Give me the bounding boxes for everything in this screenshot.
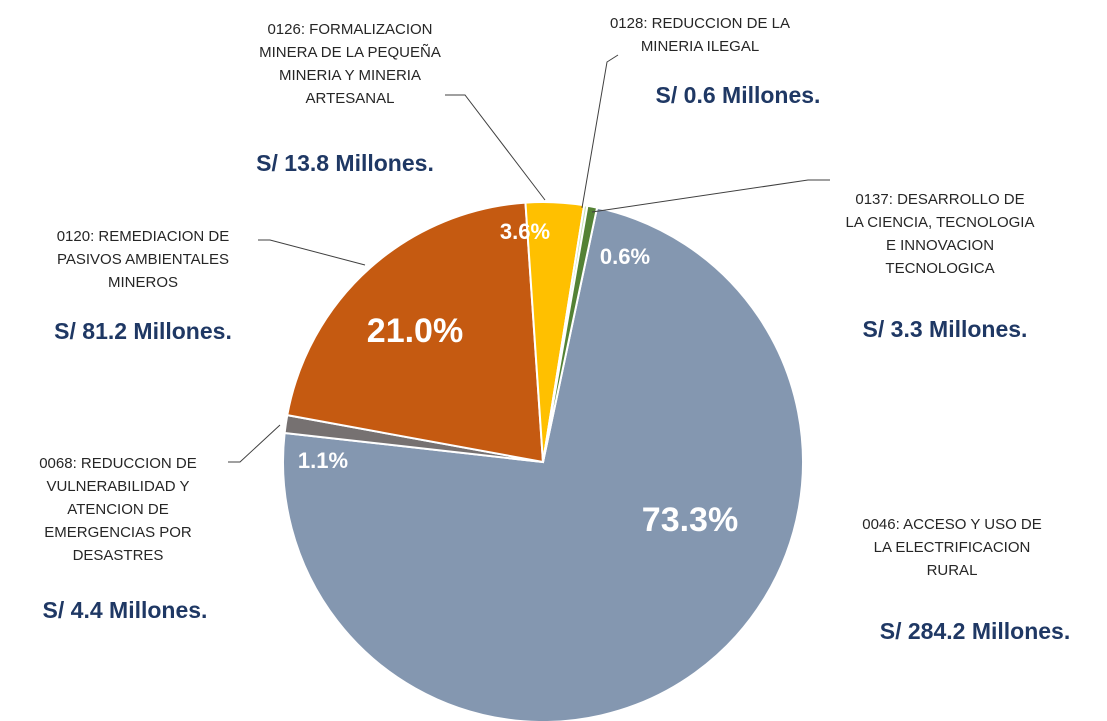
percent-label: 3.6%: [500, 219, 550, 244]
percent-label: 0.6%: [600, 244, 650, 269]
category-label: 0137: DESARROLLO DE LA CIENCIA, TECNOLOG…: [845, 191, 1035, 277]
amount-label: S/ 4.4 Millones.: [42, 597, 208, 623]
category-label: 0128: REDUCCION DE LA MINERIA ILEGAL: [609, 15, 791, 55]
category-label: 0068: REDUCCION DE VULNERABILIDAD Y ATEN…: [39, 455, 197, 564]
category-label: 0120: REMEDIACION DE PASIVOS AMBIENTALES…: [56, 228, 230, 291]
pie-slice: [542, 204, 599, 463]
amount-label: S/ 0.6 Millones.: [655, 82, 821, 108]
percent-label: 1.1%: [298, 448, 348, 473]
leader-line: [258, 239, 366, 266]
category-label: 0126: FORMALIZACION MINERA DE LA PEQUEÑA…: [259, 21, 441, 107]
leader-line: [581, 54, 619, 209]
amount-label: S/ 81.2 Millones.: [54, 318, 232, 344]
amount-label: S/ 284.2 Millones.: [879, 618, 1071, 644]
percent-label: 21.0%: [367, 312, 463, 350]
percent-label: 73.3%: [642, 501, 738, 539]
amount-label: S/ 3.3 Millones.: [862, 316, 1028, 342]
category-label: 0046: ACCESO Y USO DE LA ELECTRIFICACION…: [862, 516, 1042, 579]
pie-slice: [286, 201, 545, 464]
leader-line: [445, 94, 546, 201]
leader-line: [591, 179, 830, 213]
pie-slice: [282, 206, 804, 721]
amount-label: S/ 13.8 Millones.: [256, 150, 434, 176]
leader-line: [228, 424, 281, 463]
